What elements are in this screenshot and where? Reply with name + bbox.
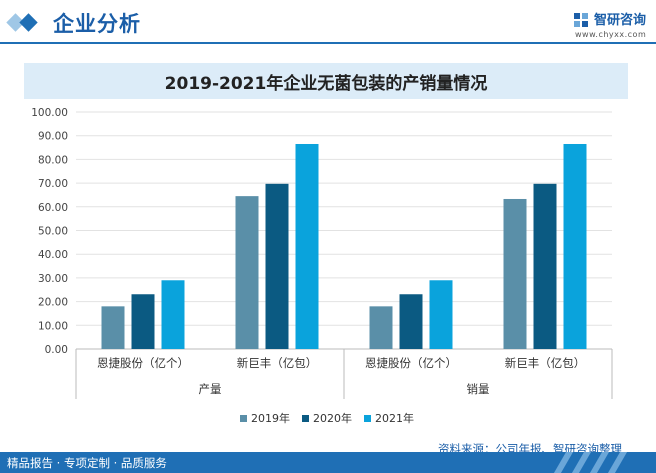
y-tick-label: 10.00 (38, 320, 68, 332)
x-category-label: 新巨丰（亿包） (237, 356, 318, 370)
footer-stripe (607, 452, 628, 473)
legend-swatch (302, 414, 309, 422)
diamond-icon (19, 13, 38, 32)
legend-label: 2019年 (251, 412, 290, 425)
y-tick-label: 90.00 (38, 131, 68, 143)
legend-swatch (240, 414, 247, 422)
bar-chart: 0.00 10.00 20.00 30.00 40.00 50.00 60.00 70.00 8… (31, 107, 613, 399)
legend-label: 2020年 (313, 412, 352, 425)
legend-item: 2021年 (364, 410, 414, 426)
bar (503, 198, 527, 349)
bar (563, 143, 587, 349)
legend-label: 2021年 (375, 412, 414, 425)
legend-item: 2020年 (302, 410, 352, 426)
x-group-label: 产量 (199, 382, 222, 396)
bar (131, 294, 155, 349)
y-tick-label: 100.00 (31, 107, 68, 119)
page-header: 企业分析 智研咨询 www.chyxx.com (0, 0, 656, 46)
chart-title-bar: 2019-2021年企业无菌包装的产销量情况 (24, 63, 628, 99)
brand-url: www.chyxx.com (575, 30, 647, 39)
brand-name: 智研咨询 (594, 13, 647, 28)
footer-stripe (553, 452, 574, 473)
bar (101, 306, 125, 349)
footer-stripe (589, 452, 610, 473)
header-divider (0, 42, 656, 44)
bar (235, 196, 259, 349)
chart-legend: 2019年 2020年 2021年 (240, 410, 414, 426)
y-tick-label: 20.00 (38, 297, 68, 309)
footer-stripe (571, 452, 592, 473)
y-tick-label: 40.00 (38, 249, 68, 261)
footer-text: 精品报告 · 专项定制 · 品质服务 (7, 456, 167, 470)
chart-title: 2019-2021年企业无菌包装的产销量情况 (164, 73, 488, 94)
bar (399, 294, 423, 349)
y-tick-label: 50.00 (38, 226, 68, 238)
x-category-label: 新巨丰（亿包） (505, 356, 586, 370)
x-group-label: 销量 (467, 382, 490, 396)
y-tick-label: 60.00 (38, 202, 68, 214)
page-title: 企业分析 (53, 12, 141, 36)
bar (369, 306, 393, 349)
bar (161, 280, 185, 349)
legend-item: 2019年 (240, 410, 290, 426)
x-category-label: 恩捷股份（亿个） (97, 356, 189, 370)
y-tick-label: 0.00 (45, 344, 68, 356)
bar (295, 143, 319, 349)
brand-logo-icon (574, 13, 588, 27)
bar (533, 183, 557, 349)
bar (265, 183, 289, 349)
y-tick-label: 80.00 (38, 154, 68, 166)
footer-bar: 精品报告 · 专项定制 · 品质服务 (0, 452, 656, 473)
x-category-label: 恩捷股份（亿个） (365, 356, 457, 370)
y-tick-label: 70.00 (38, 178, 68, 190)
bar (429, 280, 453, 349)
y-tick-label: 30.00 (38, 273, 68, 285)
legend-swatch (364, 414, 371, 422)
